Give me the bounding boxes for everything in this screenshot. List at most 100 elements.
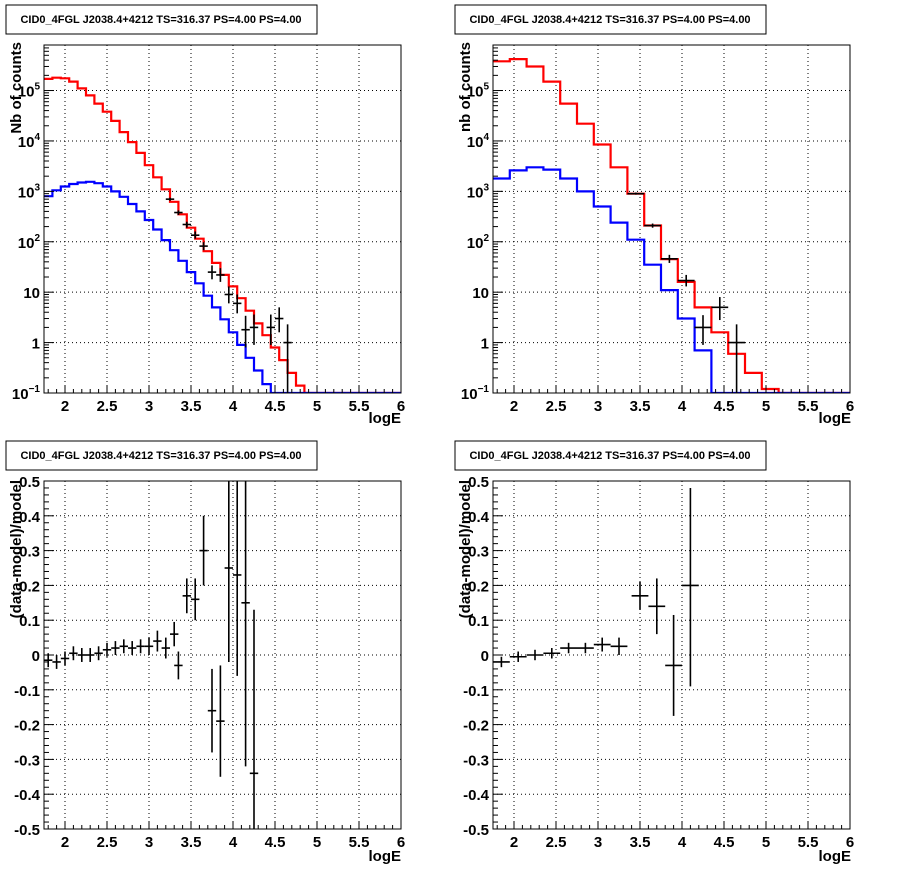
- x-tick-label: 5: [313, 834, 321, 851]
- x-axis-title: logE: [819, 410, 852, 427]
- data-point: [191, 578, 200, 621]
- y-tick-base: 10: [18, 235, 35, 252]
- total-model-histogram: [44, 76, 401, 393]
- chart-title: CID0_4FGL J2038.4+4212 TS=316.37 PS=4.00…: [20, 14, 301, 26]
- data-point: [283, 324, 292, 393]
- pad-residual-left: CID0_4FGL J2038.4+4212 TS=316.37 PS=4.00…: [5, 440, 405, 865]
- y-tick-exponent: 3: [483, 182, 489, 193]
- x-tick-label: 4.5: [714, 834, 735, 851]
- y-tick-label: 0: [481, 648, 489, 665]
- data-point: [241, 481, 250, 767]
- title-box: [5, 440, 318, 471]
- y-tick-exponent: 5: [483, 82, 489, 93]
- data-point: [665, 614, 682, 716]
- y-tick-label: 0.2: [468, 578, 489, 595]
- data-point: [526, 649, 544, 661]
- y-tick-base: 10: [12, 386, 29, 403]
- y-tick-label: 104: [467, 132, 490, 151]
- y-tick-label: 1: [481, 336, 489, 353]
- x-tick-label: 4: [678, 834, 687, 851]
- data-point: [577, 642, 594, 654]
- data-point: [648, 578, 666, 635]
- data-point: [266, 314, 275, 345]
- x-axis-title: logE: [369, 848, 402, 865]
- data-point: [182, 578, 191, 614]
- y-tick-label: 105: [18, 82, 41, 101]
- y-tick-base: 10: [23, 285, 40, 302]
- y-tick-exponent: −1: [29, 384, 41, 395]
- y-tick-label: 0.5: [19, 474, 40, 491]
- pad-counts-left: CID0_4FGL J2038.4+4212 TS=316.37 PS=4.00…: [5, 4, 405, 427]
- data-point: [694, 315, 712, 345]
- data-point: [593, 637, 611, 652]
- x-tick-label: 2: [61, 398, 69, 415]
- data-point: [224, 286, 233, 304]
- y-tick-exponent: −1: [478, 384, 490, 395]
- data-point: [191, 231, 200, 239]
- plot-data: [493, 487, 699, 716]
- y-tick-label: 102: [18, 233, 41, 252]
- x-tick-label: 2: [510, 834, 518, 851]
- data-point: [165, 197, 175, 201]
- x-tick-label: 4.5: [265, 398, 286, 415]
- plot-data: [44, 76, 401, 393]
- y-tick-label: -0.1: [463, 683, 489, 700]
- data-point: [224, 481, 233, 662]
- y-tick-label: 104: [18, 132, 41, 151]
- x-tick-label: 5.5: [798, 398, 819, 415]
- y-tick-label: -0.5: [463, 822, 489, 839]
- data-point: [216, 268, 225, 282]
- data-point: [275, 307, 284, 333]
- data-point: [128, 641, 137, 655]
- y-tick-label: 102: [467, 233, 490, 252]
- x-tick-label: 2.5: [97, 398, 118, 415]
- data-point: [682, 487, 699, 687]
- plot-frame: [43, 44, 402, 394]
- y-tick-base: 10: [467, 235, 484, 252]
- data-point: [153, 630, 162, 652]
- data-point: [144, 637, 154, 655]
- y-tick-label: 0.1: [19, 613, 40, 630]
- title-box: [454, 440, 767, 471]
- y-tick-label: 0.4: [468, 509, 490, 526]
- x-axis-title: logE: [369, 410, 402, 427]
- total-model-histogram: [493, 58, 850, 393]
- y-tick-exponent: 5: [34, 82, 40, 93]
- data-point: [207, 668, 217, 753]
- y-tick-label: 105: [467, 82, 490, 101]
- data-point: [111, 641, 120, 655]
- chart-title: CID0_4FGL J2038.4+4212 TS=316.37 PS=4.00…: [469, 450, 750, 462]
- data-point: [102, 642, 112, 657]
- y-tick-label: 0.2: [19, 578, 40, 595]
- y-tick-label: -0.4: [14, 787, 41, 804]
- y-tick-label: 0.3: [468, 544, 489, 561]
- data-point: [216, 665, 225, 777]
- y-tick-label: 0.1: [468, 613, 489, 630]
- x-tick-label: 2.5: [546, 834, 567, 851]
- x-tick-label: 4: [229, 398, 238, 415]
- x-tick-label: 3: [145, 398, 153, 415]
- y-tick-label: 0: [32, 648, 40, 665]
- x-tick-label: 6: [397, 834, 405, 851]
- y-tick-base: 10: [472, 285, 489, 302]
- x-tick-label: 4: [229, 834, 238, 851]
- title-box: [454, 4, 767, 35]
- data-point: [119, 639, 128, 654]
- y-tick-label: -0.4: [463, 787, 490, 804]
- x-tick-label: 3: [594, 398, 602, 415]
- y-tick-label: 103: [18, 182, 41, 201]
- y-tick-label: 0.5: [468, 474, 489, 491]
- data-point: [711, 297, 729, 321]
- x-tick-label: 5: [762, 834, 770, 851]
- data-point: [77, 648, 86, 662]
- y-tick-label: 10: [472, 285, 489, 302]
- data-point: [249, 609, 259, 829]
- x-tick-label: 5: [762, 398, 770, 415]
- source-model-histogram: [493, 166, 850, 393]
- source-model-histogram: [44, 180, 401, 393]
- y-tick-label: 0.3: [19, 544, 40, 561]
- plot-frame: [492, 480, 851, 830]
- y-tick-base: 10: [18, 84, 35, 101]
- x-tick-label: 4.5: [265, 834, 286, 851]
